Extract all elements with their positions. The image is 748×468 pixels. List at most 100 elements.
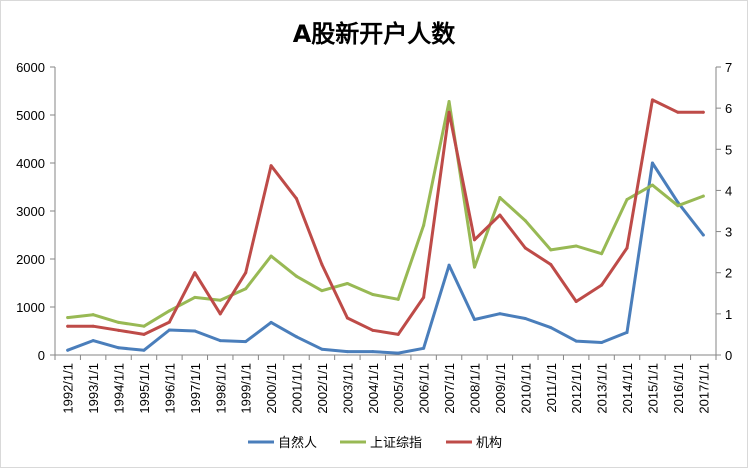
- data-point: [345, 316, 349, 320]
- data-point: [396, 297, 400, 301]
- x-tick-label: 2012/1/1: [569, 363, 584, 414]
- x-tick-label: 2007/1/1: [442, 363, 457, 414]
- y-left-tick-label: 2000: [16, 252, 45, 267]
- data-point: [320, 262, 324, 266]
- x-tick-label: 2002/1/1: [315, 363, 330, 414]
- series-layer: [66, 98, 705, 355]
- x-tick-label: 1999/1/1: [239, 363, 254, 414]
- data-point: [600, 252, 604, 256]
- data-point: [523, 219, 527, 223]
- x-tick-label: 1994/1/1: [112, 363, 127, 414]
- data-point: [574, 339, 578, 343]
- x-tick-label: 2005/1/1: [391, 363, 406, 414]
- data-point: [650, 161, 654, 165]
- y-left-tick-label: 0: [38, 348, 45, 363]
- data-point: [193, 271, 197, 275]
- y-left-tick-label: 1000: [16, 300, 45, 315]
- data-point: [244, 271, 248, 275]
- data-point: [600, 283, 604, 287]
- legend-label-1: 自然人: [278, 435, 317, 451]
- data-point: [447, 263, 451, 267]
- data-point: [117, 328, 121, 332]
- x-tick-label: 2017/1/1: [696, 363, 711, 414]
- data-point: [371, 350, 375, 354]
- data-point: [447, 110, 451, 114]
- series-line-3: [66, 98, 705, 336]
- data-point: [625, 246, 629, 250]
- data-point: [244, 340, 248, 344]
- y-left-tick-label: 4000: [16, 156, 45, 171]
- x-tick-label: 1992/1/1: [61, 363, 76, 414]
- y-right-tick-label: 1: [725, 307, 732, 322]
- legend-label-3: 机构: [476, 436, 502, 451]
- x-tick-label: 2006/1/1: [417, 363, 432, 414]
- y-right-tick-label: 4: [725, 183, 732, 198]
- data-point: [345, 281, 349, 285]
- series-line-1: [66, 161, 705, 355]
- data-point: [371, 328, 375, 332]
- x-tick-label: 1993/1/1: [86, 363, 101, 414]
- data-point: [523, 246, 527, 250]
- x-tick-label: 2009/1/1: [493, 363, 508, 414]
- data-point: [498, 213, 502, 217]
- data-point: [701, 110, 705, 114]
- y-left-tick-label: 3000: [16, 204, 45, 219]
- data-point: [422, 295, 426, 299]
- data-point: [676, 204, 680, 208]
- y-left-tick-label: 5000: [16, 108, 45, 123]
- x-tick-label: 1995/1/1: [137, 363, 152, 414]
- data-point: [320, 289, 324, 293]
- data-point: [117, 320, 121, 324]
- legend: 自然人 上证综指 机构: [248, 435, 502, 451]
- data-point: [600, 341, 604, 345]
- chart-title: A股新开户人数: [293, 20, 457, 48]
- data-point: [523, 317, 527, 321]
- y-right-tick-label: 3: [725, 225, 732, 240]
- data-point: [676, 200, 680, 204]
- data-point: [422, 346, 426, 350]
- data-point: [472, 265, 476, 269]
- data-point: [472, 238, 476, 242]
- data-point: [295, 274, 299, 278]
- y-right-tick-label: 5: [725, 142, 732, 157]
- data-point: [142, 324, 146, 328]
- data-point: [167, 309, 171, 313]
- data-point: [650, 183, 654, 187]
- data-point: [701, 194, 705, 198]
- data-point: [625, 197, 629, 201]
- data-point: [498, 196, 502, 200]
- data-point: [371, 293, 375, 297]
- data-point: [396, 332, 400, 336]
- x-tick-label: 2015/1/1: [645, 363, 660, 414]
- data-point: [422, 223, 426, 227]
- data-point: [320, 347, 324, 351]
- data-point: [66, 324, 70, 328]
- data-point: [269, 320, 273, 324]
- y-right-tick-label: 0: [725, 348, 732, 363]
- x-tick-label: 1998/1/1: [213, 363, 228, 414]
- data-point: [472, 317, 476, 321]
- data-point: [91, 324, 95, 328]
- data-point: [218, 312, 222, 316]
- data-point: [625, 330, 629, 334]
- data-point: [396, 351, 400, 355]
- data-point: [676, 110, 680, 114]
- x-tick-label: 2014/1/1: [620, 363, 635, 414]
- data-point: [91, 339, 95, 343]
- x-tick-label: 2011/1/1: [544, 363, 559, 413]
- data-point: [549, 262, 553, 266]
- x-tick-label: 2001/1/1: [290, 363, 305, 414]
- data-point: [295, 335, 299, 339]
- data-point: [91, 313, 95, 317]
- series-line-2: [66, 100, 705, 328]
- data-point: [117, 346, 121, 350]
- data-point: [269, 254, 273, 258]
- data-point: [549, 326, 553, 330]
- x-tick-label: 1997/1/1: [188, 363, 203, 414]
- data-point: [167, 320, 171, 324]
- x-tick-label: 2016/1/1: [671, 363, 686, 414]
- data-point: [549, 248, 553, 252]
- data-point: [574, 300, 578, 304]
